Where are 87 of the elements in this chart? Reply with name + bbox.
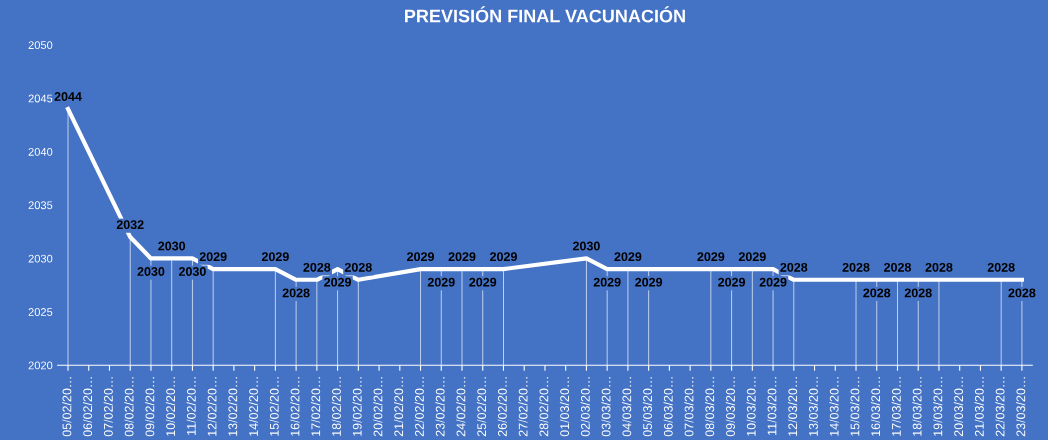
chart-title: PREVISIÓN FINAL VACUNACIÓN bbox=[405, 6, 685, 23]
data-label: 2029 bbox=[759, 277, 787, 287]
x-tick-label: 19/03/20… bbox=[933, 377, 943, 436]
data-label: 2030 bbox=[137, 267, 165, 276]
data-label: 2028 bbox=[344, 262, 372, 272]
x-tick-label: 22/03/20… bbox=[995, 377, 1005, 437]
x-tick-label: 21/02/20… bbox=[393, 377, 404, 437]
x-tick-label: 28/02/20… bbox=[539, 377, 549, 437]
x-tick-label: 10/03/20… bbox=[746, 377, 756, 436]
data-label: 2029 bbox=[490, 252, 517, 262]
x-tick-label: 13/02/20… bbox=[228, 377, 238, 436]
x-tick-label: 18/03/20… bbox=[912, 377, 922, 436]
data-label: 2028 bbox=[987, 262, 1015, 272]
x-tick-label: 05/02/20… bbox=[62, 377, 72, 437]
x-tick-label: 11/02/20… bbox=[186, 377, 196, 435]
x-tick-label: 20/03/20… bbox=[953, 377, 964, 437]
x-tick-label: 27/02/20… bbox=[518, 377, 528, 437]
data-label: 2028 bbox=[925, 262, 953, 272]
data-label: 2028 bbox=[303, 262, 331, 272]
data-label: 2029 bbox=[738, 252, 766, 262]
x-tick-label: 11/03/20… bbox=[767, 377, 777, 435]
data-label: 2032 bbox=[116, 220, 144, 230]
x-tick-label: 07/02/20… bbox=[103, 377, 113, 437]
x-tick-label: 24/02/20… bbox=[456, 377, 466, 437]
y-tick-label: 2025 bbox=[28, 308, 53, 316]
x-tick-label: 17/03/20… bbox=[891, 377, 901, 436]
data-label: 2029 bbox=[324, 277, 352, 287]
x-tick-label: 15/02/20… bbox=[269, 377, 279, 436]
x-tick-label: 12/03/20… bbox=[787, 377, 798, 436]
x-tick-label: 06/03/20… bbox=[663, 377, 673, 437]
data-label: 2030 bbox=[158, 241, 186, 251]
data-label: 2030 bbox=[572, 241, 600, 251]
x-tick-label: 08/03/20… bbox=[705, 377, 715, 437]
x-tick-label: 12/02/20… bbox=[207, 377, 217, 436]
data-label: 2028 bbox=[904, 288, 932, 298]
x-tick-label: 14/03/20… bbox=[829, 377, 839, 436]
data-label: 2029 bbox=[261, 252, 289, 262]
x-tick-label: 03/03/20… bbox=[601, 377, 611, 437]
x-tick-label: 01/03/20… bbox=[559, 377, 570, 437]
x-tick-label: 25/02/20… bbox=[476, 377, 487, 437]
x-tick-label: 09/03/20… bbox=[725, 377, 735, 437]
data-label: 2028 bbox=[780, 262, 808, 272]
data-label: 2029 bbox=[427, 277, 455, 287]
x-tick-label: 20/02/20… bbox=[373, 377, 383, 437]
y-tick-label: 2035 bbox=[28, 201, 53, 210]
x-tick-label: 05/03/20… bbox=[642, 377, 652, 437]
y-tick-label: 2045 bbox=[28, 94, 53, 103]
data-label: 2028 bbox=[842, 262, 870, 272]
x-tick-label: 16/03/20… bbox=[870, 377, 881, 436]
x-tick-label: 04/03/20… bbox=[622, 377, 632, 437]
x-tick-label: 26/02/20… bbox=[497, 377, 507, 437]
data-label: 2030 bbox=[178, 267, 206, 276]
x-tick-label: 16/02/20… bbox=[290, 377, 300, 436]
x-tick-label: 02/03/20… bbox=[580, 377, 590, 437]
x-tick-label: 06/02/20… bbox=[82, 377, 93, 437]
y-tick-label: 2040 bbox=[28, 147, 53, 156]
data-label: 2029 bbox=[614, 252, 642, 262]
x-tick-label: 18/02/20… bbox=[331, 377, 341, 436]
y-tick-label: 2030 bbox=[28, 254, 53, 263]
x-tick-label: 22/02/20… bbox=[414, 377, 424, 437]
x-tick-label: 14/02/20… bbox=[248, 377, 258, 436]
data-label: 2029 bbox=[448, 252, 476, 262]
y-tick-label: 2020 bbox=[28, 361, 53, 370]
data-label: 2029 bbox=[199, 252, 227, 262]
data-label: 2029 bbox=[697, 252, 725, 262]
data-label: 2029 bbox=[635, 277, 663, 287]
x-tick-label: 19/02/20… bbox=[352, 377, 362, 436]
x-tick-label: 08/02/20… bbox=[124, 377, 134, 437]
x-tick-label: 07/03/20… bbox=[684, 377, 694, 437]
data-label: 2028 bbox=[282, 288, 310, 298]
data-label: 2028 bbox=[1008, 288, 1036, 298]
x-tick-label: 23/02/20… bbox=[435, 377, 445, 437]
data-label: 2028 bbox=[863, 288, 891, 298]
data-label: 2029 bbox=[593, 277, 621, 287]
data-label: 2029 bbox=[469, 277, 497, 287]
x-tick-label: 17/02/20… bbox=[311, 377, 321, 436]
x-tick-label: 09/02/20… bbox=[145, 377, 155, 437]
x-tick-label: 10/02/20… bbox=[165, 377, 176, 436]
y-tick-label: 2050 bbox=[28, 41, 53, 50]
x-tick-label: 21/03/20… bbox=[974, 377, 984, 437]
x-tick-label: 15/03/20… bbox=[850, 377, 860, 436]
x-tick-label: 23/03/20… bbox=[1016, 377, 1026, 437]
data-label: 2029 bbox=[718, 277, 746, 287]
data-label: 2028 bbox=[884, 262, 912, 272]
data-label: 2029 bbox=[407, 252, 434, 262]
x-tick-label: 13/03/20… bbox=[808, 377, 818, 436]
data-label: 2044 bbox=[54, 92, 82, 101]
